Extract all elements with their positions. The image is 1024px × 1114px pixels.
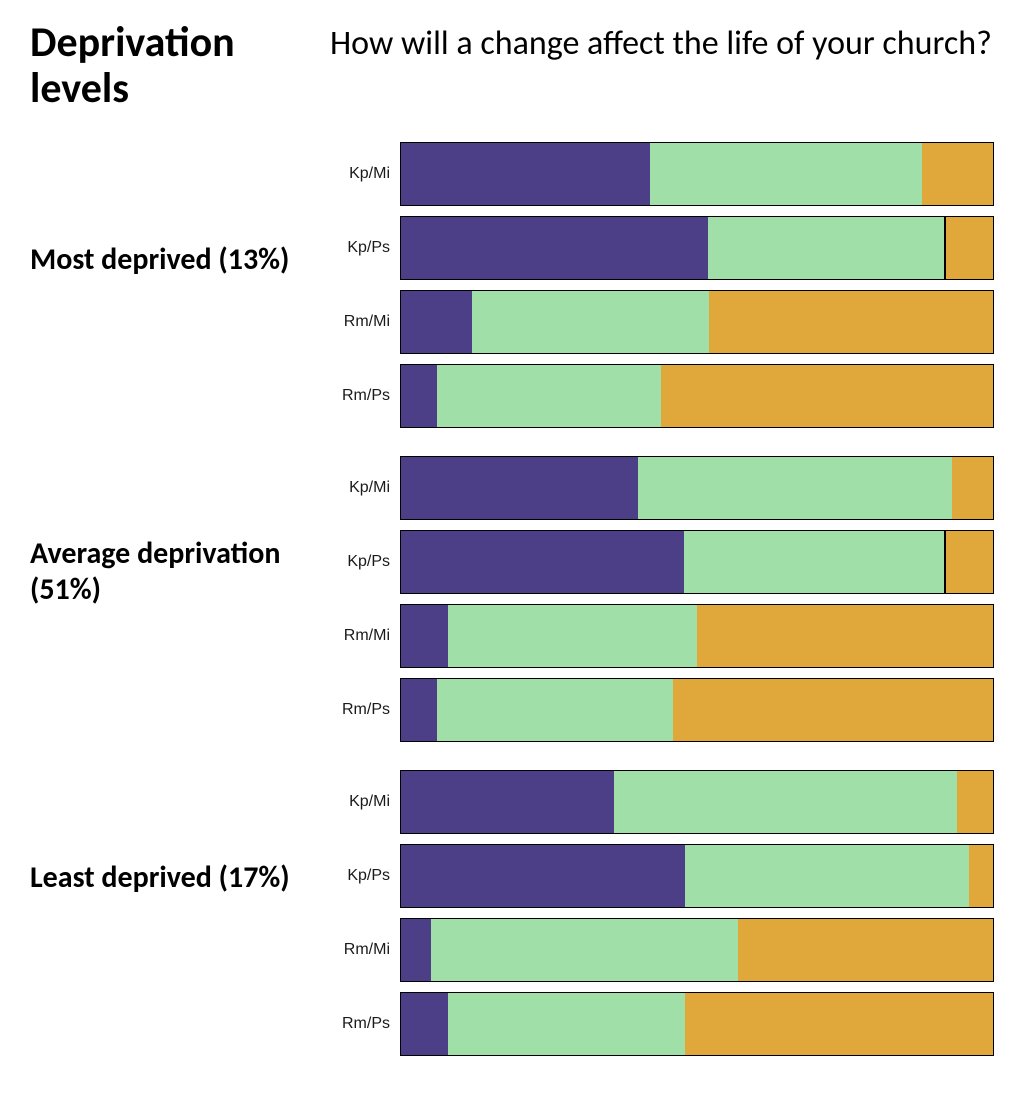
stacked-bar <box>400 216 994 280</box>
category-label: Kp/Mi <box>310 793 390 811</box>
bar-segment-2 <box>685 845 969 907</box>
bar-row: Rm/Mi <box>310 604 994 668</box>
bar-segment-1 <box>401 993 448 1055</box>
bar-segment-1 <box>401 217 708 279</box>
stacked-bar <box>400 290 994 354</box>
bar-row: Rm/Ps <box>310 678 994 742</box>
bar-segment-1 <box>401 605 448 667</box>
bar-row: Rm/Ps <box>310 364 994 428</box>
stacked-bar <box>400 530 994 594</box>
bar-segment-2 <box>650 143 922 205</box>
bar-segment-1 <box>401 919 431 981</box>
bar-segment-2 <box>437 365 662 427</box>
category-label: Kp/Mi <box>310 165 390 183</box>
bar-segment-3 <box>946 531 993 593</box>
bar-row: Kp/Ps <box>310 530 994 594</box>
bar-segment-3 <box>697 605 993 667</box>
label-spacer-0 <box>30 142 310 242</box>
category-label: Rm/Mi <box>310 627 390 645</box>
stacked-bar <box>400 456 994 520</box>
bar-row: Kp/Mi <box>310 456 994 520</box>
chart-group-0: Kp/Mi Kp/Ps Rm/Mi Rm/Ps <box>310 142 994 428</box>
bar-segment-2 <box>472 291 709 353</box>
stacked-bar <box>400 604 994 668</box>
bar-segment-2 <box>638 457 952 519</box>
bar-segment-1 <box>401 771 614 833</box>
category-label: Rm/Mi <box>310 313 390 331</box>
category-label: Rm/Mi <box>310 941 390 959</box>
bar-segment-3 <box>946 217 993 279</box>
bar-row: Kp/Mi <box>310 770 994 834</box>
bar-segment-1 <box>401 143 650 205</box>
bar-segment-2 <box>448 993 685 1055</box>
category-label: Kp/Mi <box>310 479 390 497</box>
bar-row: Kp/Ps <box>310 844 994 908</box>
label-spacer-1 <box>30 456 310 536</box>
bar-row: Rm/Mi <box>310 918 994 982</box>
bar-segment-1 <box>401 291 472 353</box>
stacked-bar <box>400 918 994 982</box>
bar-segment-2 <box>448 605 697 667</box>
bar-segment-2 <box>708 217 944 279</box>
bar-segment-1 <box>401 845 685 907</box>
group-label-0: Most deprived (13%) <box>30 242 310 278</box>
page-title: Deprivation levels <box>30 20 290 112</box>
bar-segment-3 <box>685 993 993 1055</box>
category-label: Kp/Ps <box>310 553 390 571</box>
stacked-bar <box>400 678 994 742</box>
bar-segment-2 <box>431 919 739 981</box>
bar-row: Kp/Mi <box>310 142 994 206</box>
bar-segment-1 <box>401 679 437 741</box>
bar-segment-2 <box>614 771 957 833</box>
bar-segment-3 <box>969 845 993 907</box>
category-label: Kp/Ps <box>310 239 390 257</box>
bar-segment-1 <box>401 531 684 593</box>
chart-group-2: Kp/Mi Kp/Ps Rm/Mi Rm/Ps <box>310 770 994 1056</box>
stacked-bar <box>400 364 994 428</box>
bar-segment-3 <box>922 143 993 205</box>
category-label: Rm/Ps <box>310 387 390 405</box>
label-spacer-2 <box>30 770 310 860</box>
group-label-2: Least deprived (17%) <box>30 860 310 896</box>
bar-segment-3 <box>738 919 993 981</box>
group-label-1: Average deprivation (51%) <box>30 536 310 608</box>
bar-segment-1 <box>401 365 437 427</box>
bar-segment-3 <box>709 291 993 353</box>
category-label: Rm/Ps <box>310 701 390 719</box>
bar-segment-1 <box>401 457 638 519</box>
bar-segment-3 <box>957 771 993 833</box>
category-label: Kp/Ps <box>310 867 390 885</box>
labels-column: Most deprived (13%) Average deprivation … <box>30 142 310 1056</box>
bar-segment-3 <box>673 679 993 741</box>
charts-column: Kp/Mi Kp/Ps Rm/Mi Rm/Ps Kp/Mi Kp/Ps Rm/Mi Rm/Ps… <box>310 142 994 1056</box>
stacked-bar <box>400 770 994 834</box>
bar-segment-2 <box>437 679 674 741</box>
category-label: Rm/Ps <box>310 1015 390 1033</box>
chart-group-1: Kp/Mi Kp/Ps Rm/Mi Rm/Ps <box>310 456 994 742</box>
bar-row: Kp/Ps <box>310 216 994 280</box>
stacked-bar <box>400 844 994 908</box>
stacked-bar <box>400 992 994 1056</box>
bar-segment-3 <box>661 365 993 427</box>
stacked-bar <box>400 142 994 206</box>
page-question: How will a change affect the life of you… <box>330 20 992 65</box>
bar-segment-3 <box>952 457 993 519</box>
bar-row: Rm/Ps <box>310 992 994 1056</box>
bar-segment-2 <box>684 531 944 593</box>
bar-row: Rm/Mi <box>310 290 994 354</box>
